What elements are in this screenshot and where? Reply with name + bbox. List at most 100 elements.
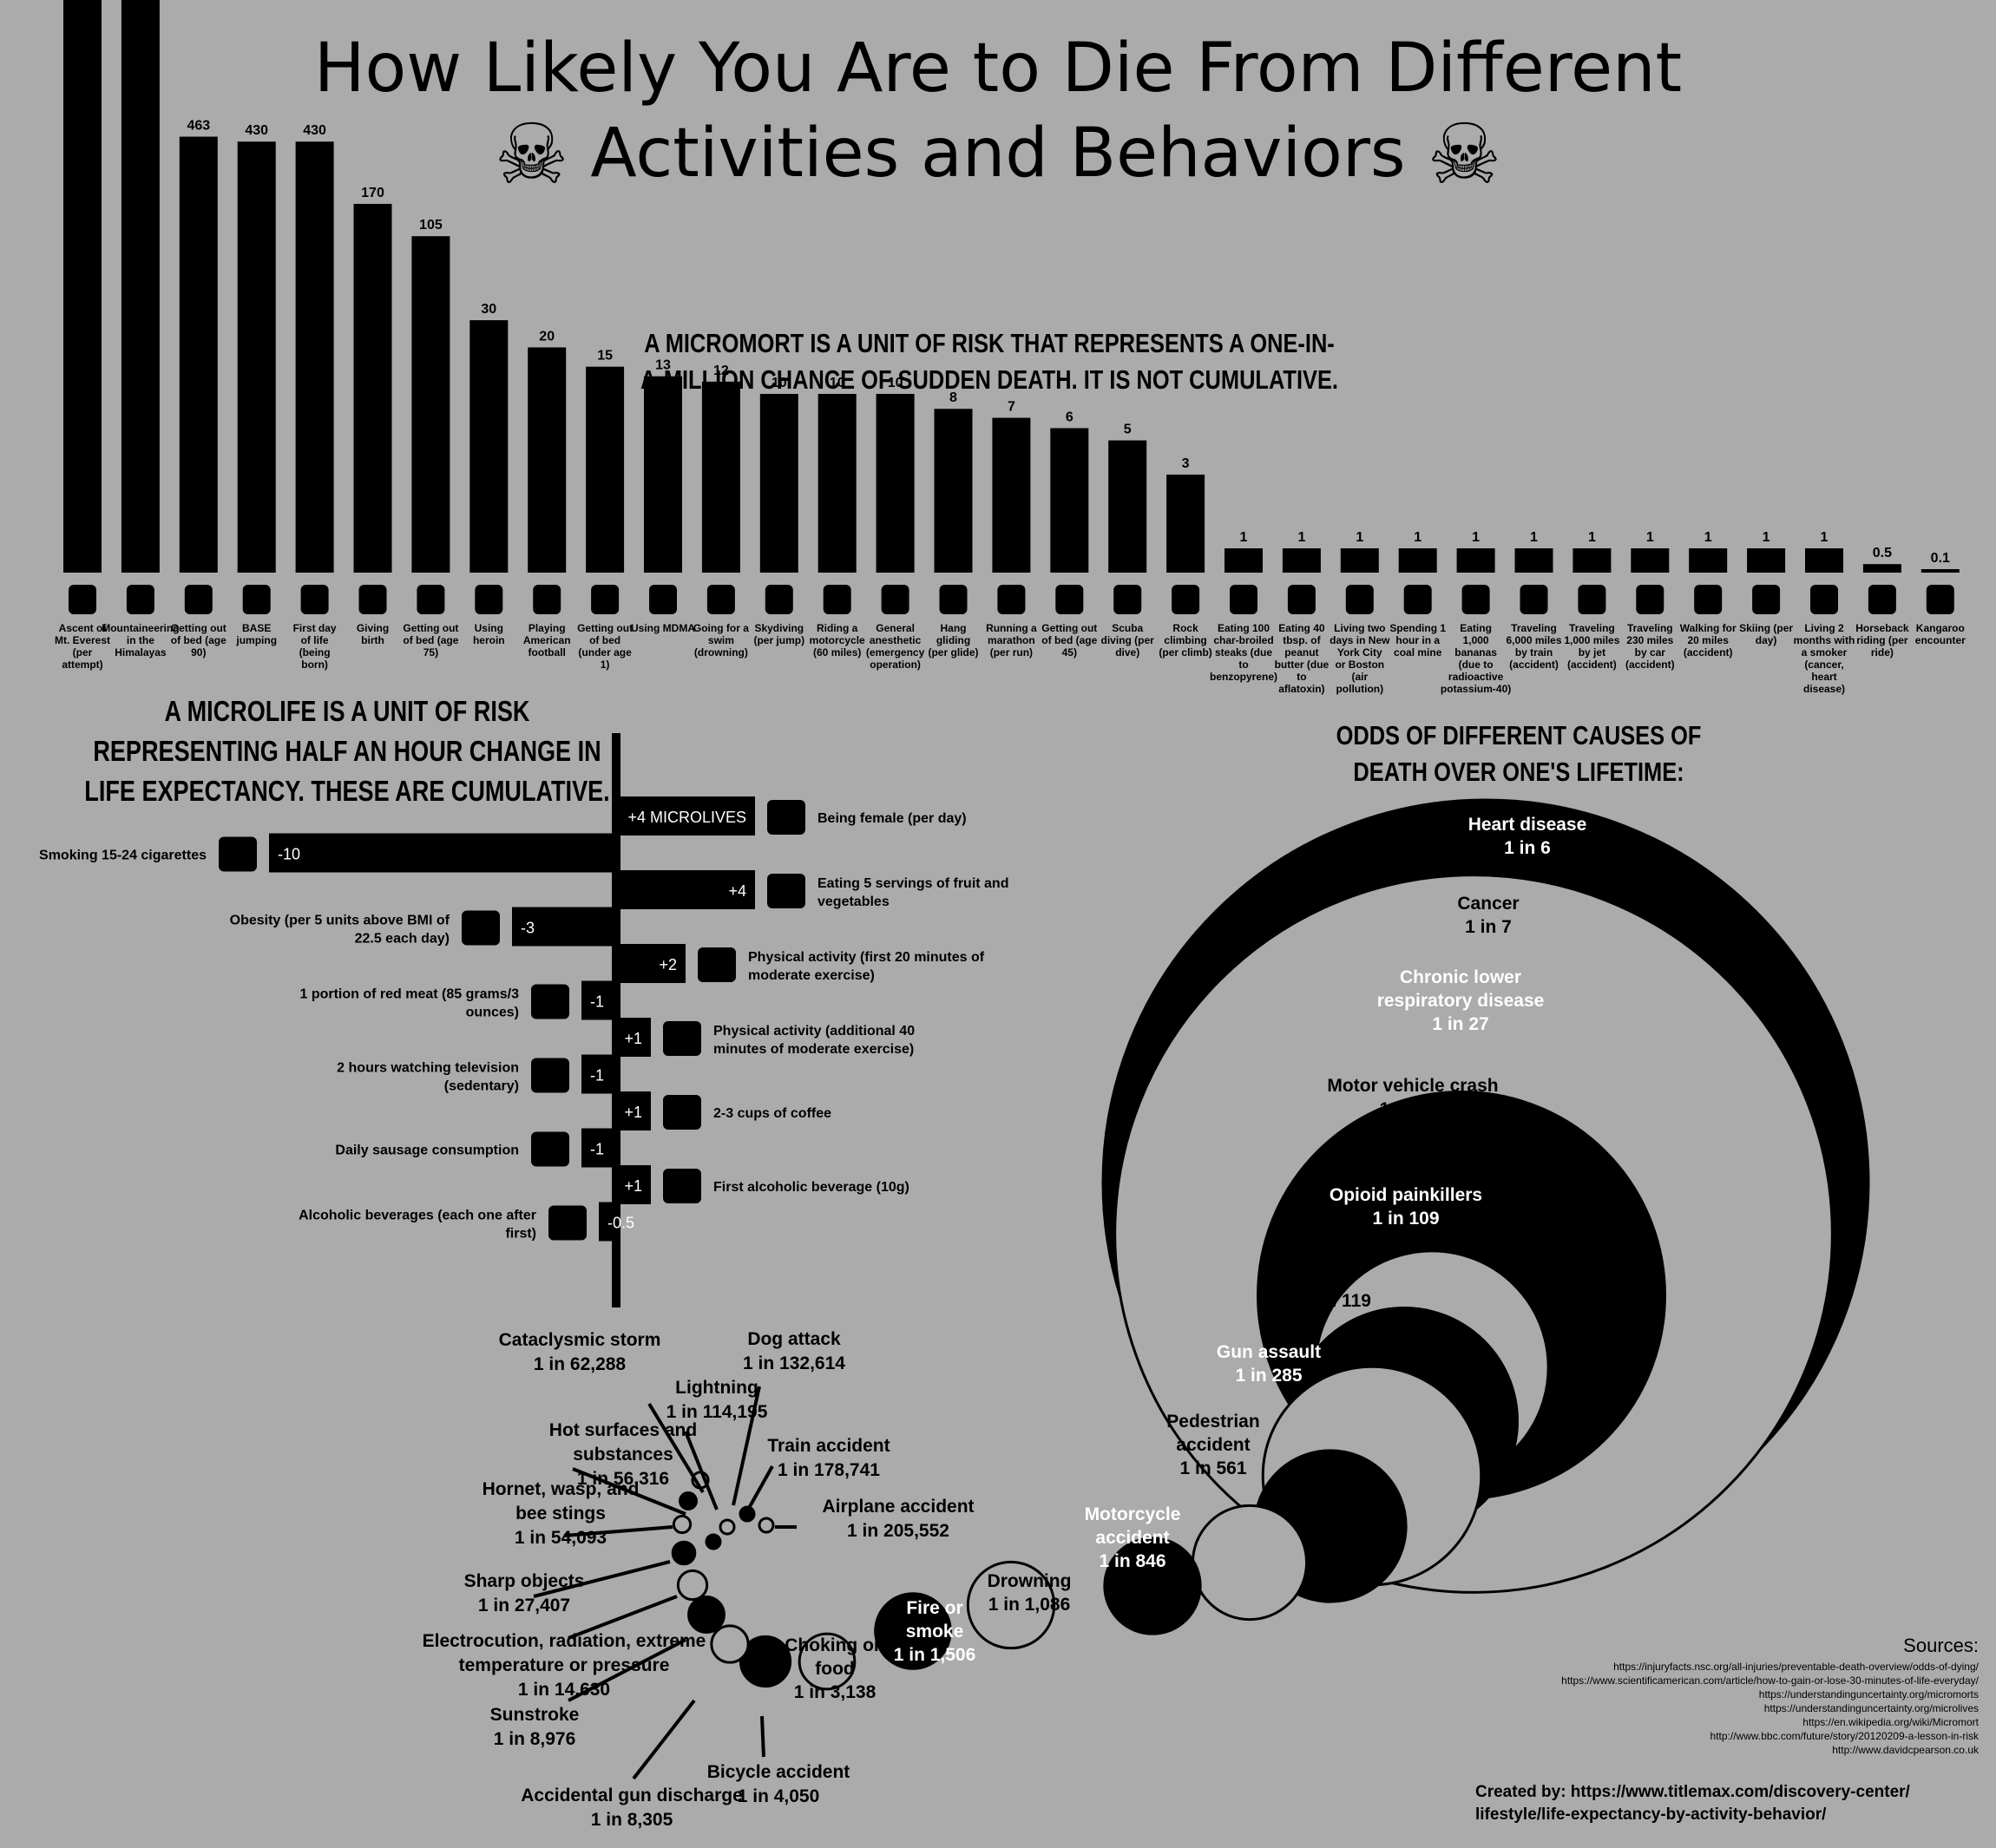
bar-category-label: First alcoholic beverage (10g) xyxy=(713,1180,909,1195)
syringe-icon xyxy=(475,585,503,614)
leader-line xyxy=(563,1525,673,1537)
bar xyxy=(701,381,740,573)
bar-value-label: 30 xyxy=(481,302,496,317)
bar-category-label: Getting out of bed (age 90) xyxy=(171,622,227,659)
bubble-label: Motorcycle accident 1 in 846 xyxy=(1085,1504,1181,1571)
bar-value-label: 1 xyxy=(1588,530,1596,545)
bar-value-label: -0.5 xyxy=(607,1215,634,1232)
bar xyxy=(581,980,616,1020)
odds-bubble xyxy=(758,1517,775,1534)
bar-value-label: 10 xyxy=(888,376,903,390)
bar xyxy=(759,394,798,573)
bar-category-label: BASE jumping xyxy=(235,622,277,646)
bar-value-label: 6 xyxy=(1066,410,1074,424)
bar-value-label: +4 xyxy=(728,882,746,900)
bar-value-label: +1 xyxy=(624,1030,642,1047)
source-link[interactable]: https://understandinguncertainty.org/mic… xyxy=(1758,1688,1979,1701)
bar xyxy=(512,907,616,947)
jumper-icon xyxy=(242,585,271,614)
source-link[interactable]: https://en.wikipedia.org/wiki/Micromort xyxy=(1802,1716,1979,1728)
scale-icon xyxy=(462,910,500,946)
weightlifting-icon xyxy=(698,947,736,982)
bar-value-label: 463 xyxy=(187,119,210,134)
bar-value-label: 8 xyxy=(949,390,957,405)
odds-bubble xyxy=(966,1560,1056,1650)
bar-category-label: Physical activity (additional 40 minutes … xyxy=(713,1024,915,1057)
leader-line xyxy=(746,1465,774,1511)
bar-value-label: 1 xyxy=(1763,530,1770,545)
bar-value-label: 1 xyxy=(1472,530,1480,545)
steak-icon xyxy=(1230,585,1257,614)
bar-category-label: Living 2 months with a smoker (cancer, heart… xyxy=(1794,622,1855,695)
bar-value-label: 1 xyxy=(1646,530,1654,545)
birth-icon xyxy=(358,585,387,614)
motorcycle-icon xyxy=(823,585,851,614)
sources-title: Sources: xyxy=(1903,1635,1979,1656)
bubble-label: Drowning 1 in 1,086 xyxy=(988,1571,1072,1615)
bar-category-label: Obesity (per 5 units above BMI of 22.5 ea… xyxy=(230,914,450,947)
bar-category-label: Smoking 15-24 cigarettes xyxy=(39,849,207,863)
bar-value-label: 10 xyxy=(771,376,787,390)
scuba-diver-icon xyxy=(1113,585,1142,614)
peanut-butter-jar-icon xyxy=(1287,585,1316,614)
bar-category-label: Skydiving (per jump) xyxy=(753,622,804,646)
bed-icon xyxy=(184,585,213,614)
television-icon xyxy=(531,1058,569,1093)
bar xyxy=(1862,564,1901,573)
source-link[interactable]: https://www.scientificamerican.com/artic… xyxy=(1561,1674,1979,1687)
bar-category-label: Scuba diving (per dive) xyxy=(1101,622,1155,659)
pills-icon xyxy=(649,585,677,614)
bar-category-label: Hang gliding (per glide) xyxy=(928,622,978,659)
skull-crossbones-icon: ☠ xyxy=(494,106,569,203)
train-icon xyxy=(1520,585,1548,614)
odds-bubble xyxy=(1191,1504,1309,1622)
bubble-label: Fire or smoke 1 in 1,506 xyxy=(894,1598,976,1665)
leader-line xyxy=(632,1699,696,1780)
bar-category-label: Horseback riding (per ride) xyxy=(1855,622,1909,659)
bar-category-label: Physical activity (first 20 minutes of mo… xyxy=(748,950,985,983)
bar-value-label: 1 xyxy=(1240,530,1248,545)
runner-icon xyxy=(997,585,1026,614)
sausage-icon xyxy=(531,1131,569,1167)
walker-icon xyxy=(1694,585,1723,614)
bar xyxy=(599,1202,616,1242)
bar xyxy=(1398,548,1437,573)
horse-rider-icon xyxy=(1868,585,1896,614)
skydiver-icon xyxy=(765,585,793,614)
bar-value-label: 7 xyxy=(1008,400,1015,415)
banana-icon xyxy=(1461,585,1490,614)
bubble-label: Heart disease 1 in 6 xyxy=(1468,815,1587,858)
odds-bubble xyxy=(739,1635,792,1688)
source-link[interactable]: http://www.davidcpearson.co.uk xyxy=(1832,1744,1979,1756)
bar-value-label: 1 xyxy=(1297,530,1305,545)
bar xyxy=(616,944,686,983)
swimmer-icon xyxy=(706,585,735,614)
bubble-label: Hot surfaces and substances 1 in 56,316 xyxy=(549,1420,697,1489)
odds-bubble xyxy=(679,1491,698,1511)
bar-value-label: 13 xyxy=(655,358,671,373)
source-link[interactable]: https://understandinguncertainty.org/mic… xyxy=(1763,1702,1979,1714)
source-link[interactable]: http://www.bbc.com/future/story/20120209… xyxy=(1710,1730,1979,1742)
bar-value-label: 0.5 xyxy=(1873,546,1892,560)
bar-category-label: Ascent of Mt. Everest (per attempt) xyxy=(55,622,110,671)
bar-value-label: 1 xyxy=(1356,530,1363,545)
leader-line xyxy=(568,1595,678,1640)
bar-category-label: Mountaineering in the Himalayas xyxy=(102,622,179,659)
bar-category-label: Eating 1,000 bananas (due to radioactive pota… xyxy=(1441,622,1511,695)
bar-category-label: Running a marathon (per run) xyxy=(986,622,1037,659)
bubble-label: Pedestrian accident 1 in 561 xyxy=(1166,1412,1259,1478)
bar-category-label: General anesthetic (emergency operation) xyxy=(866,622,925,671)
bar-value-label: +1 xyxy=(624,1177,642,1195)
statue-of-liberty-icon xyxy=(1345,585,1374,614)
source-link[interactable]: https://injuryfacts.nsc.org/all-injuries… xyxy=(1613,1661,1979,1673)
bubble-label: Dog attack 1 in 132,614 xyxy=(743,1329,845,1373)
bar xyxy=(528,347,567,573)
bar xyxy=(934,409,973,573)
bar xyxy=(616,870,755,909)
bar xyxy=(644,376,682,573)
bar xyxy=(179,136,218,573)
bar-category-label: Traveling 1,000 miles by jet (accident) xyxy=(1564,622,1619,671)
fruit-vegetables-icon xyxy=(767,874,805,908)
bubble-label: Opioid painkillers 1 in 109 xyxy=(1330,1185,1482,1229)
leader-line xyxy=(732,1386,761,1506)
